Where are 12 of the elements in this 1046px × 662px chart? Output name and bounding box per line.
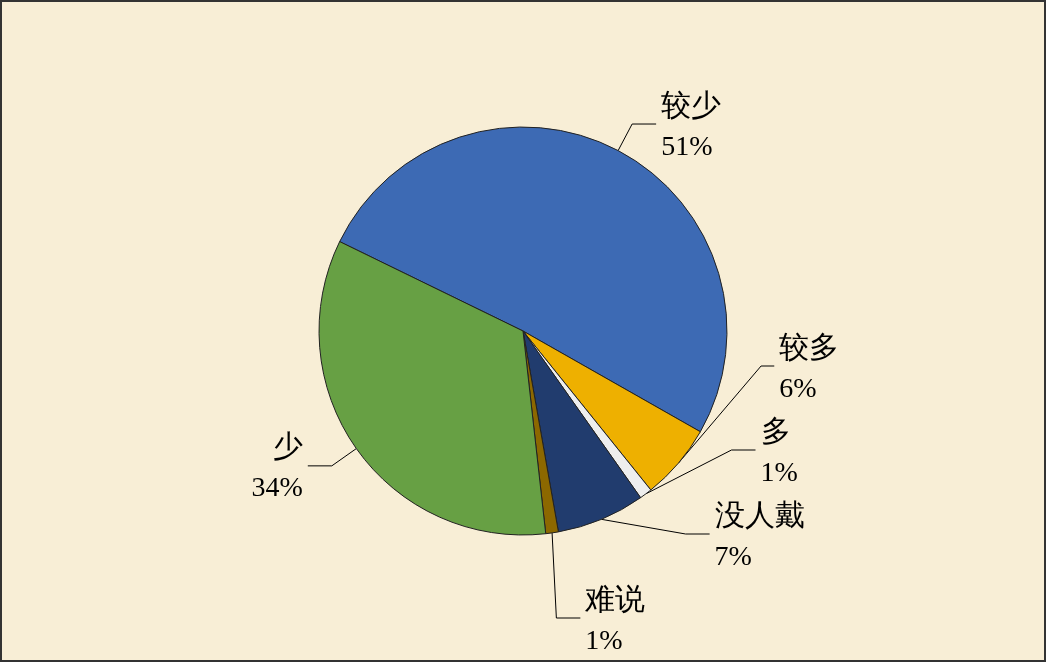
data-label: 7% [714,539,752,571]
slice-label: 难说 [584,581,646,615]
data-label: 6% [779,371,817,403]
data-label: 1% [585,623,623,655]
data-label: 51% [661,129,713,161]
data-label: 34% [251,471,303,503]
slice-label: 少 [272,429,303,463]
data-label: 1% [760,455,798,487]
slice-label: 多 [760,413,791,447]
slice-label: 较多 [779,329,840,363]
slice-label: 较少 [661,87,722,121]
slice-label: 没人戴 [714,497,805,531]
